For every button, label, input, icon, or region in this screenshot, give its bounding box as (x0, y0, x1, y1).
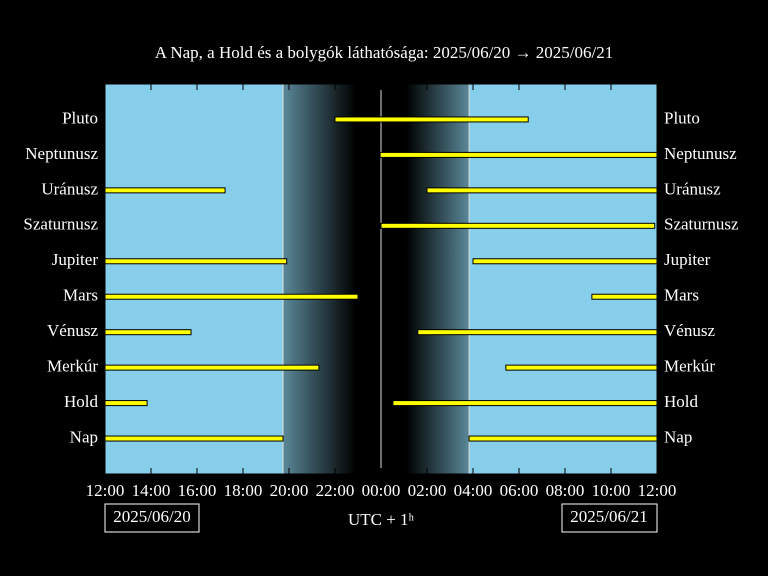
chart-title: A Nap, a Hold és a bolygók láthatósága: … (155, 43, 613, 62)
visibility-bar (104, 435, 284, 442)
row-label: Mars (664, 286, 699, 305)
row-label: Hold (664, 392, 699, 411)
plot-frame (104, 83, 658, 475)
visibility-bar (104, 293, 359, 300)
visibility-bar (104, 258, 288, 265)
x-tick-label: 18:00 (224, 481, 263, 500)
date-box (104, 503, 200, 533)
x-tick-label: 10:00 (592, 481, 631, 500)
row-label: Merkúr (664, 357, 715, 376)
x-tick-label: 12:00 (86, 481, 125, 500)
row-label: Neptunusz (25, 144, 98, 163)
row-label: Jupiter (52, 250, 99, 269)
x-tick-label: 06:00 (500, 481, 539, 500)
row-label: Pluto (62, 108, 98, 127)
visibility-bar (505, 364, 658, 371)
visibility-bar (468, 435, 658, 442)
visibility-bar (426, 187, 658, 194)
visibility-bar (104, 187, 226, 194)
x-tick-label: 14:00 (132, 481, 171, 500)
visibility-bar (417, 329, 658, 336)
visibility-bar (334, 116, 529, 123)
row-label: Pluto (664, 108, 700, 127)
row-label: Mars (63, 286, 98, 305)
row-label: Vénusz (664, 321, 715, 340)
row-label: Neptunusz (664, 144, 737, 163)
row-label: Uránusz (41, 179, 98, 198)
x-tick-label: 02:00 (408, 481, 447, 500)
row-label: Nap (70, 427, 98, 446)
visibility-bar (104, 400, 148, 407)
x-tick-label: 20:00 (270, 481, 309, 500)
x-tick-label: 22:00 (316, 481, 355, 500)
row-label: Vénusz (47, 321, 98, 340)
visibility-bar (104, 329, 192, 336)
visibility-bar (472, 258, 658, 265)
visibility-bar (591, 293, 658, 300)
row-label: Hold (64, 392, 99, 411)
visibility-bar (392, 400, 658, 407)
row-label: Merkúr (47, 357, 98, 376)
end-date: 2025/06/21 (570, 507, 647, 526)
row-label: Uránusz (664, 179, 721, 198)
start-date: 2025/06/20 (113, 507, 190, 526)
x-tick-label: 00:00 (362, 481, 401, 500)
x-tick-label: 12:00 (638, 481, 677, 500)
x-tick-label: 04:00 (454, 481, 493, 500)
row-label: Szaturnusz (664, 215, 739, 234)
visibility-bar (104, 364, 320, 371)
row-label: Szaturnusz (23, 215, 98, 234)
x-axis-label: UTC + 1ʰ (348, 510, 415, 529)
date-box (561, 503, 658, 533)
x-tick-label: 16:00 (178, 481, 217, 500)
visibility-bar (380, 222, 656, 229)
night (283, 84, 470, 474)
row-label: Jupiter (664, 250, 711, 269)
x-tick-label: 08:00 (546, 481, 585, 500)
visibility-bar (379, 151, 658, 158)
row-label: Nap (664, 427, 692, 446)
